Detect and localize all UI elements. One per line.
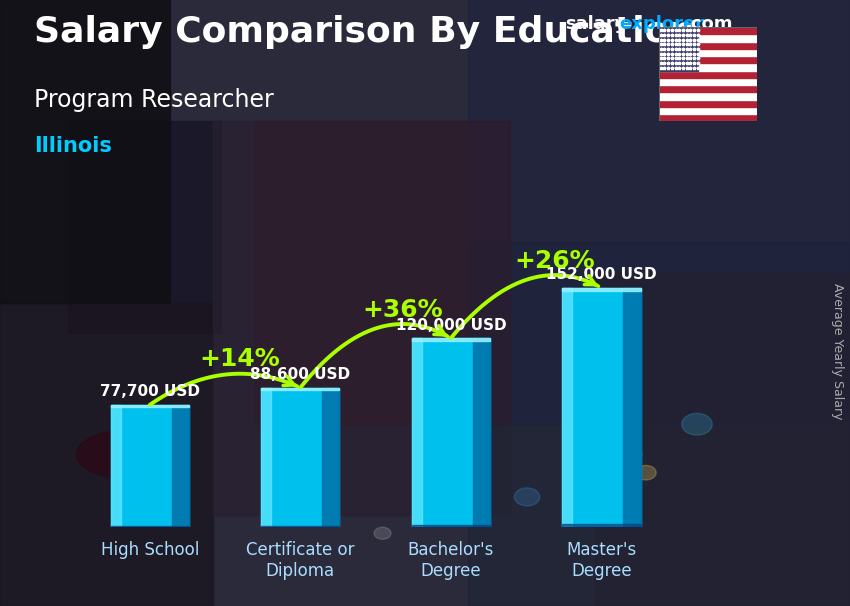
Bar bbox=[659, 71, 756, 78]
Bar bbox=[110, 526, 189, 527]
Text: +26%: +26% bbox=[514, 248, 595, 273]
Text: Average Yearly Salary: Average Yearly Salary bbox=[830, 283, 844, 420]
Bar bbox=[468, 242, 850, 606]
Text: 120,000 USD: 120,000 USD bbox=[395, 318, 506, 333]
Text: Bachelor's
Degree: Bachelor's Degree bbox=[408, 541, 494, 580]
Bar bbox=[411, 338, 422, 527]
Text: 77,700 USD: 77,700 USD bbox=[99, 384, 200, 399]
Bar bbox=[659, 114, 756, 121]
Bar bbox=[261, 388, 339, 527]
Circle shape bbox=[374, 527, 391, 539]
Bar bbox=[595, 273, 850, 606]
Bar bbox=[411, 338, 490, 341]
Text: 88,600 USD: 88,600 USD bbox=[250, 367, 350, 382]
Bar bbox=[212, 121, 510, 515]
Bar bbox=[659, 49, 756, 56]
Bar bbox=[659, 92, 756, 99]
Circle shape bbox=[599, 439, 642, 470]
Bar bbox=[110, 405, 189, 407]
Text: .com: .com bbox=[684, 15, 733, 33]
Ellipse shape bbox=[76, 430, 178, 479]
Text: Salary Comparison By Education: Salary Comparison By Education bbox=[34, 15, 695, 49]
Bar bbox=[659, 78, 756, 85]
Text: Illinois: Illinois bbox=[34, 136, 112, 156]
Bar bbox=[110, 405, 189, 527]
Bar bbox=[0, 303, 212, 606]
Circle shape bbox=[682, 413, 712, 435]
Bar bbox=[322, 388, 339, 527]
Bar bbox=[659, 27, 698, 71]
Bar bbox=[659, 35, 756, 42]
Bar bbox=[411, 338, 490, 527]
Bar bbox=[659, 56, 756, 64]
Bar bbox=[261, 525, 339, 527]
Bar bbox=[110, 405, 121, 527]
Bar bbox=[0, 0, 170, 303]
Bar bbox=[659, 27, 756, 35]
Bar bbox=[68, 121, 221, 333]
Bar bbox=[562, 288, 641, 527]
Text: explorer: explorer bbox=[619, 15, 704, 33]
Text: Program Researcher: Program Researcher bbox=[34, 88, 274, 112]
Bar bbox=[659, 99, 756, 107]
Bar bbox=[659, 85, 756, 92]
Bar bbox=[562, 288, 641, 291]
Bar bbox=[473, 338, 490, 527]
Bar bbox=[255, 121, 510, 424]
Circle shape bbox=[514, 488, 540, 506]
Bar bbox=[411, 525, 490, 527]
Text: High School: High School bbox=[100, 541, 199, 559]
Bar bbox=[172, 405, 189, 527]
Bar bbox=[562, 288, 572, 527]
Bar bbox=[659, 42, 756, 49]
Bar bbox=[659, 107, 756, 114]
Text: 152,000 USD: 152,000 USD bbox=[546, 267, 657, 282]
Bar bbox=[562, 524, 641, 527]
Text: +36%: +36% bbox=[362, 298, 443, 322]
Bar bbox=[623, 288, 641, 527]
Text: salary: salary bbox=[565, 15, 626, 33]
Text: +14%: +14% bbox=[200, 347, 280, 371]
Text: Master's
Degree: Master's Degree bbox=[566, 541, 637, 580]
Bar bbox=[659, 64, 756, 71]
Bar bbox=[261, 388, 271, 527]
Circle shape bbox=[636, 465, 656, 480]
Text: Certificate or
Diploma: Certificate or Diploma bbox=[246, 541, 354, 580]
Bar bbox=[468, 0, 850, 424]
Bar bbox=[261, 388, 339, 390]
